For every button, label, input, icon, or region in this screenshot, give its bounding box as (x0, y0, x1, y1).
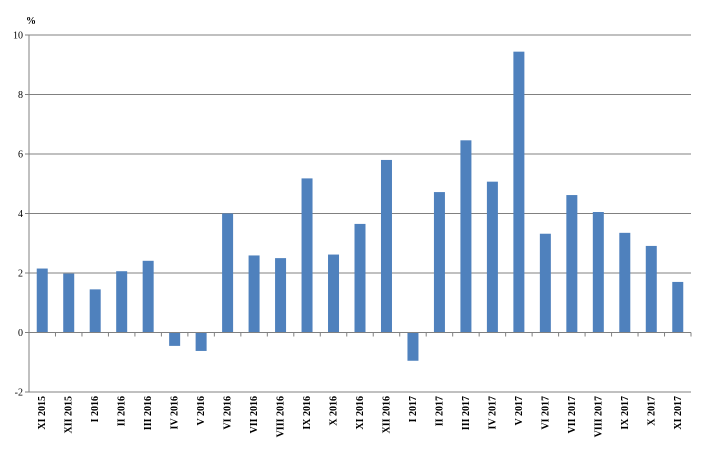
bar (513, 51, 525, 333)
x-tick-label: VI 2017 (540, 396, 551, 430)
x-tick-label: V 2016 (196, 396, 207, 426)
x-tick-label: XI 2017 (673, 396, 684, 430)
x-tick-label: XII 2015 (64, 396, 75, 434)
bar (407, 332, 419, 361)
bar (169, 332, 181, 346)
x-tick-label: I 2016 (90, 396, 101, 422)
bar (142, 260, 154, 333)
bar (248, 255, 260, 333)
bar (539, 233, 551, 333)
y-tick-label: 10 (13, 31, 23, 42)
x-tick-label: X 2017 (646, 396, 657, 426)
x-tick-labels: XI 2015 XII 2015 I 2016 II 2016 III 2016 IV 2… (37, 396, 684, 437)
bar (619, 232, 631, 333)
bar (36, 268, 48, 333)
y-tick-label: 4 (18, 209, 23, 220)
bar (486, 181, 498, 333)
x-tick-label: VIII 2017 (593, 396, 604, 437)
bar (63, 273, 75, 333)
y-tick-label: 6 (18, 150, 23, 161)
x-tick-label: XI 2015 (37, 396, 48, 430)
x-tick-label: IV 2017 (487, 396, 498, 429)
x-tick-label: II 2016 (117, 396, 128, 426)
bar (328, 254, 340, 333)
bar (566, 195, 578, 333)
x-tick-label: IV 2016 (170, 396, 181, 429)
bar (460, 140, 472, 333)
bar (433, 192, 445, 333)
bars (36, 51, 684, 361)
x-tick-label: VII 2016 (249, 396, 260, 434)
x-tick-label: III 2016 (143, 396, 154, 430)
bar (275, 258, 287, 333)
x-tick-label: IX 2017 (620, 396, 631, 430)
gridlines (25, 34, 692, 393)
x-tick-label: VI 2016 (223, 396, 234, 430)
bar (301, 178, 313, 333)
bar (354, 223, 366, 333)
y-tick-label: 0 (18, 328, 23, 339)
bar (380, 159, 392, 333)
x-tick-label: I 2017 (408, 396, 419, 422)
x-tick-label: V 2017 (514, 396, 525, 426)
bar (116, 271, 128, 333)
axes (28, 35, 691, 392)
y-tick-label: 2 (18, 269, 23, 280)
x-tick-label: XII 2016 (381, 396, 392, 434)
x-tick-label: II 2017 (434, 396, 445, 426)
y-unit-label: % (26, 16, 36, 27)
bar (195, 332, 207, 351)
x-tick-label: VIII 2016 (276, 396, 287, 437)
x-tick-label: IX 2016 (302, 396, 313, 430)
bar (672, 281, 684, 333)
y-tick-labels: -2 0 2 4 6 8 10 (13, 31, 23, 399)
y-tick-label: -2 (15, 388, 23, 399)
bar (645, 245, 657, 333)
x-tick-label: III 2017 (461, 396, 472, 430)
x-tick-label: X 2016 (329, 396, 340, 426)
bar (89, 289, 101, 333)
y-tick-label: 8 (18, 90, 23, 101)
bar (222, 213, 234, 333)
x-tick-label: XI 2016 (355, 396, 366, 430)
x-tick-label: VII 2017 (567, 396, 578, 434)
bar (592, 212, 604, 333)
